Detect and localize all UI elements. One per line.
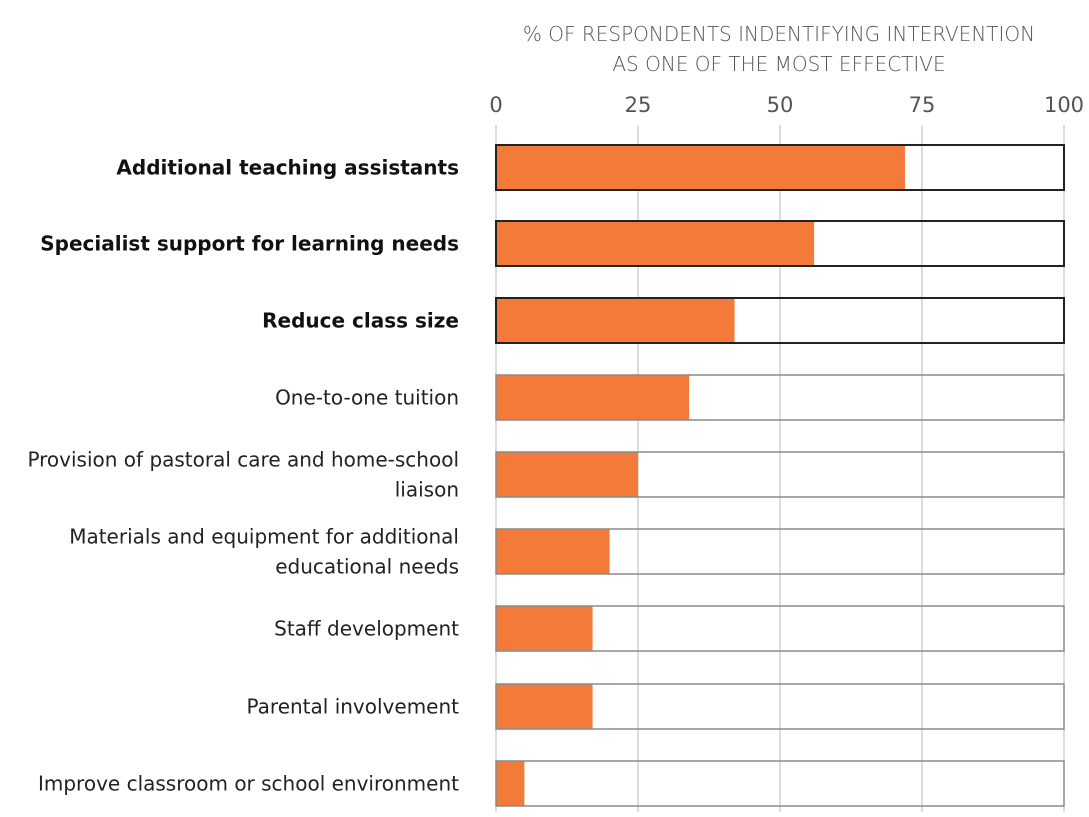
bar-track [495, 760, 1065, 807]
bar [496, 221, 815, 266]
category-label: educational needs [275, 555, 459, 579]
bar-track [495, 605, 1065, 652]
category-label: Staff development [274, 617, 459, 641]
category-label: Reduce class size [262, 309, 459, 333]
category-label: Specialist support for learning needs [40, 232, 459, 256]
x-tick-label: 100 [1044, 93, 1084, 117]
bar [496, 529, 610, 574]
axis-title-line: % OF RESPONDENTS INDENTIFYING INTERVENTI… [523, 22, 1035, 46]
category-label: Parental involvement [247, 695, 460, 719]
category-label: Improve classroom or school environment [38, 772, 459, 796]
bar-track [495, 374, 1065, 421]
category-label: liaison [395, 478, 459, 502]
bar [496, 606, 593, 651]
x-tick-label: 75 [909, 93, 936, 117]
bar [496, 145, 905, 190]
x-tick-label: 25 [625, 93, 652, 117]
category-label: Additional teaching assistants [116, 156, 459, 180]
category-label: Provision of pastoral care and home-scho… [27, 448, 459, 472]
category-label: Materials and equipment for additional [69, 525, 459, 549]
bar [496, 298, 735, 343]
bar-track [495, 220, 1065, 267]
bar [496, 452, 638, 497]
bar [496, 375, 690, 420]
bar-track [495, 297, 1065, 344]
bar [496, 684, 593, 729]
bar-track [495, 683, 1065, 730]
category-label: One-to-one tuition [275, 386, 459, 410]
bar-track [495, 528, 1065, 575]
x-tick-label: 50 [767, 93, 794, 117]
bar-track [495, 451, 1065, 498]
x-tick-label: 0 [489, 93, 502, 117]
bar-track [495, 144, 1065, 191]
axis-title-line: AS ONE OF THE MOST EFFECTIVE [612, 52, 945, 76]
bar [496, 761, 525, 806]
